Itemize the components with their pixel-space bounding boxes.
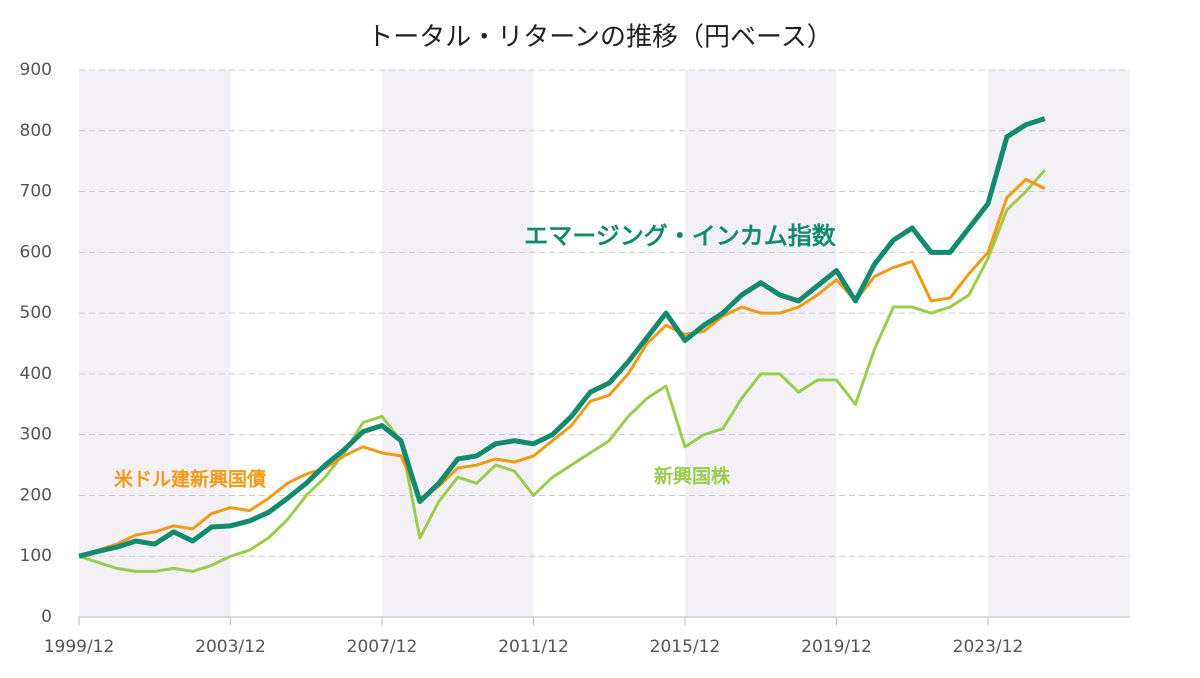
band	[381, 70, 534, 617]
y-tick-label: 400	[20, 364, 52, 384]
chart-title: トータル・リターンの推移（円ベース）	[367, 23, 832, 53]
x-tick-label: 1999/12	[44, 637, 115, 657]
y-tick-label: 800	[20, 121, 52, 141]
x-tick-label: 2003/12	[195, 637, 266, 657]
y-tick-label: 200	[20, 485, 52, 505]
band	[987, 70, 1130, 617]
x-tick-label: 2023/12	[953, 637, 1024, 657]
series-label: 新興国株	[654, 465, 731, 488]
band	[684, 70, 837, 617]
series-line	[78, 169, 1046, 573]
band	[79, 70, 231, 617]
y-tick-label: 100	[20, 546, 52, 566]
series-label: エマージング・インカム指数	[524, 222, 837, 250]
x-tick-label: 2015/12	[650, 637, 721, 657]
x-tick-label: 2007/12	[347, 637, 418, 657]
series-label: 米ドル建新興国債	[114, 468, 266, 491]
y-tick-label: 600	[20, 242, 52, 262]
y-tick-label: 300	[20, 425, 52, 445]
y-tick-label: 0	[41, 607, 52, 627]
series-line	[78, 177, 1046, 558]
y-tick-label: 900	[20, 60, 52, 80]
y-tick-label: 700	[20, 182, 52, 202]
x-tick-label: 2019/12	[801, 637, 872, 657]
x-tick-label: 2011/12	[498, 637, 569, 657]
y-tick-label: 500	[20, 303, 52, 323]
series-line	[78, 116, 1046, 559]
